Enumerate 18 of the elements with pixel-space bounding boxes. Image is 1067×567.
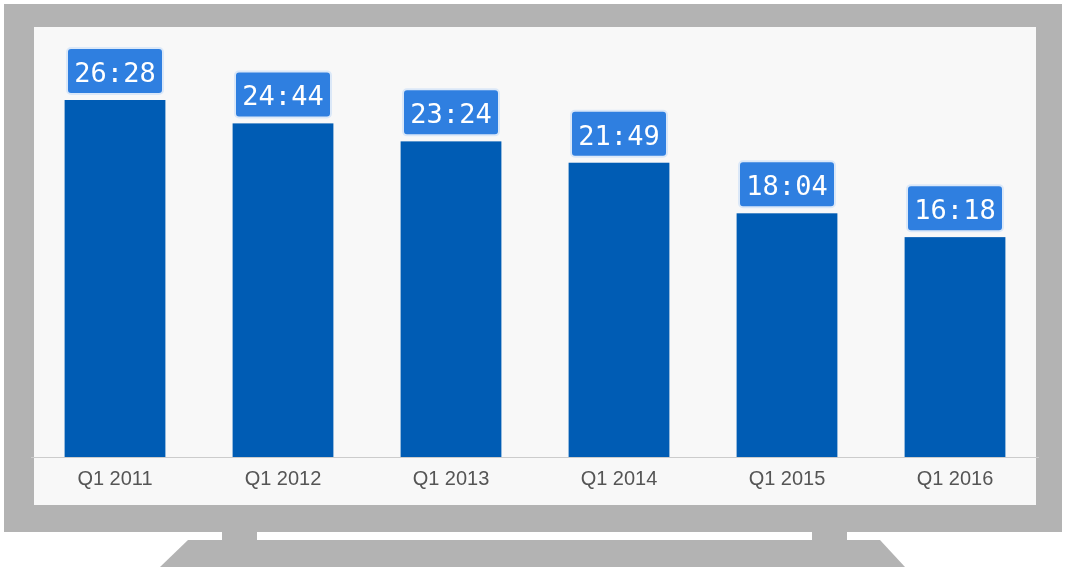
x-tick-label: Q1 2015	[748, 467, 826, 489]
bar	[64, 100, 166, 457]
data-label: 23:24	[410, 98, 492, 130]
x-tick-label: Q1 2012	[244, 467, 322, 489]
bar	[736, 213, 838, 457]
bar	[400, 141, 502, 457]
x-tick-label: Q1 2016	[916, 467, 994, 489]
data-label: 26:28	[74, 57, 156, 88]
x-tick-label: Q1 2014	[580, 467, 658, 489]
bar	[232, 123, 334, 457]
data-label: 18:04	[746, 170, 828, 202]
data-label: 21:49	[578, 119, 660, 151]
x-tick-label: Q1 2013	[412, 467, 490, 489]
bar	[904, 237, 1006, 457]
x-tick-label: Q1 2011	[77, 467, 153, 489]
data-label: 24:44	[242, 80, 324, 112]
data-label: 16:18	[914, 194, 996, 226]
bar	[568, 162, 670, 457]
